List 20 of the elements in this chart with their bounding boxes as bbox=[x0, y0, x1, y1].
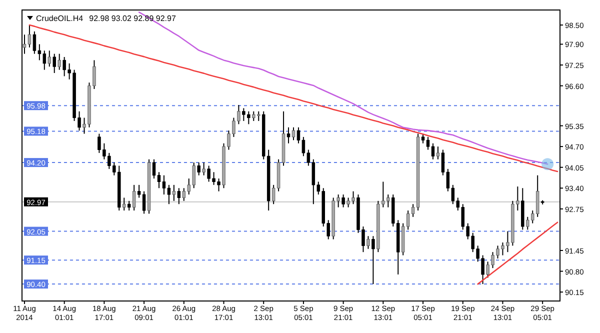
candlestick bbox=[28, 24, 32, 48]
text: CrudeOIL.H4 bbox=[36, 14, 84, 23]
candlestick bbox=[421, 133, 425, 144]
candlestick bbox=[52, 53, 56, 74]
candlestick bbox=[286, 126, 290, 144]
candlestick bbox=[296, 126, 300, 144]
candlestick bbox=[127, 200, 131, 211]
candlestick bbox=[167, 184, 171, 205]
line-series bbox=[28, 24, 558, 172]
candlestick bbox=[372, 236, 375, 285]
candlestick bbox=[152, 158, 156, 180]
candlestick bbox=[157, 172, 161, 189]
candlestick bbox=[292, 126, 296, 141]
candlestick bbox=[197, 162, 200, 176]
line-series bbox=[477, 222, 558, 285]
candlestick bbox=[342, 194, 345, 208]
candlestick bbox=[431, 142, 435, 160]
candlestick bbox=[162, 174, 166, 196]
candlestick bbox=[177, 188, 181, 205]
candlestick bbox=[426, 136, 430, 150]
